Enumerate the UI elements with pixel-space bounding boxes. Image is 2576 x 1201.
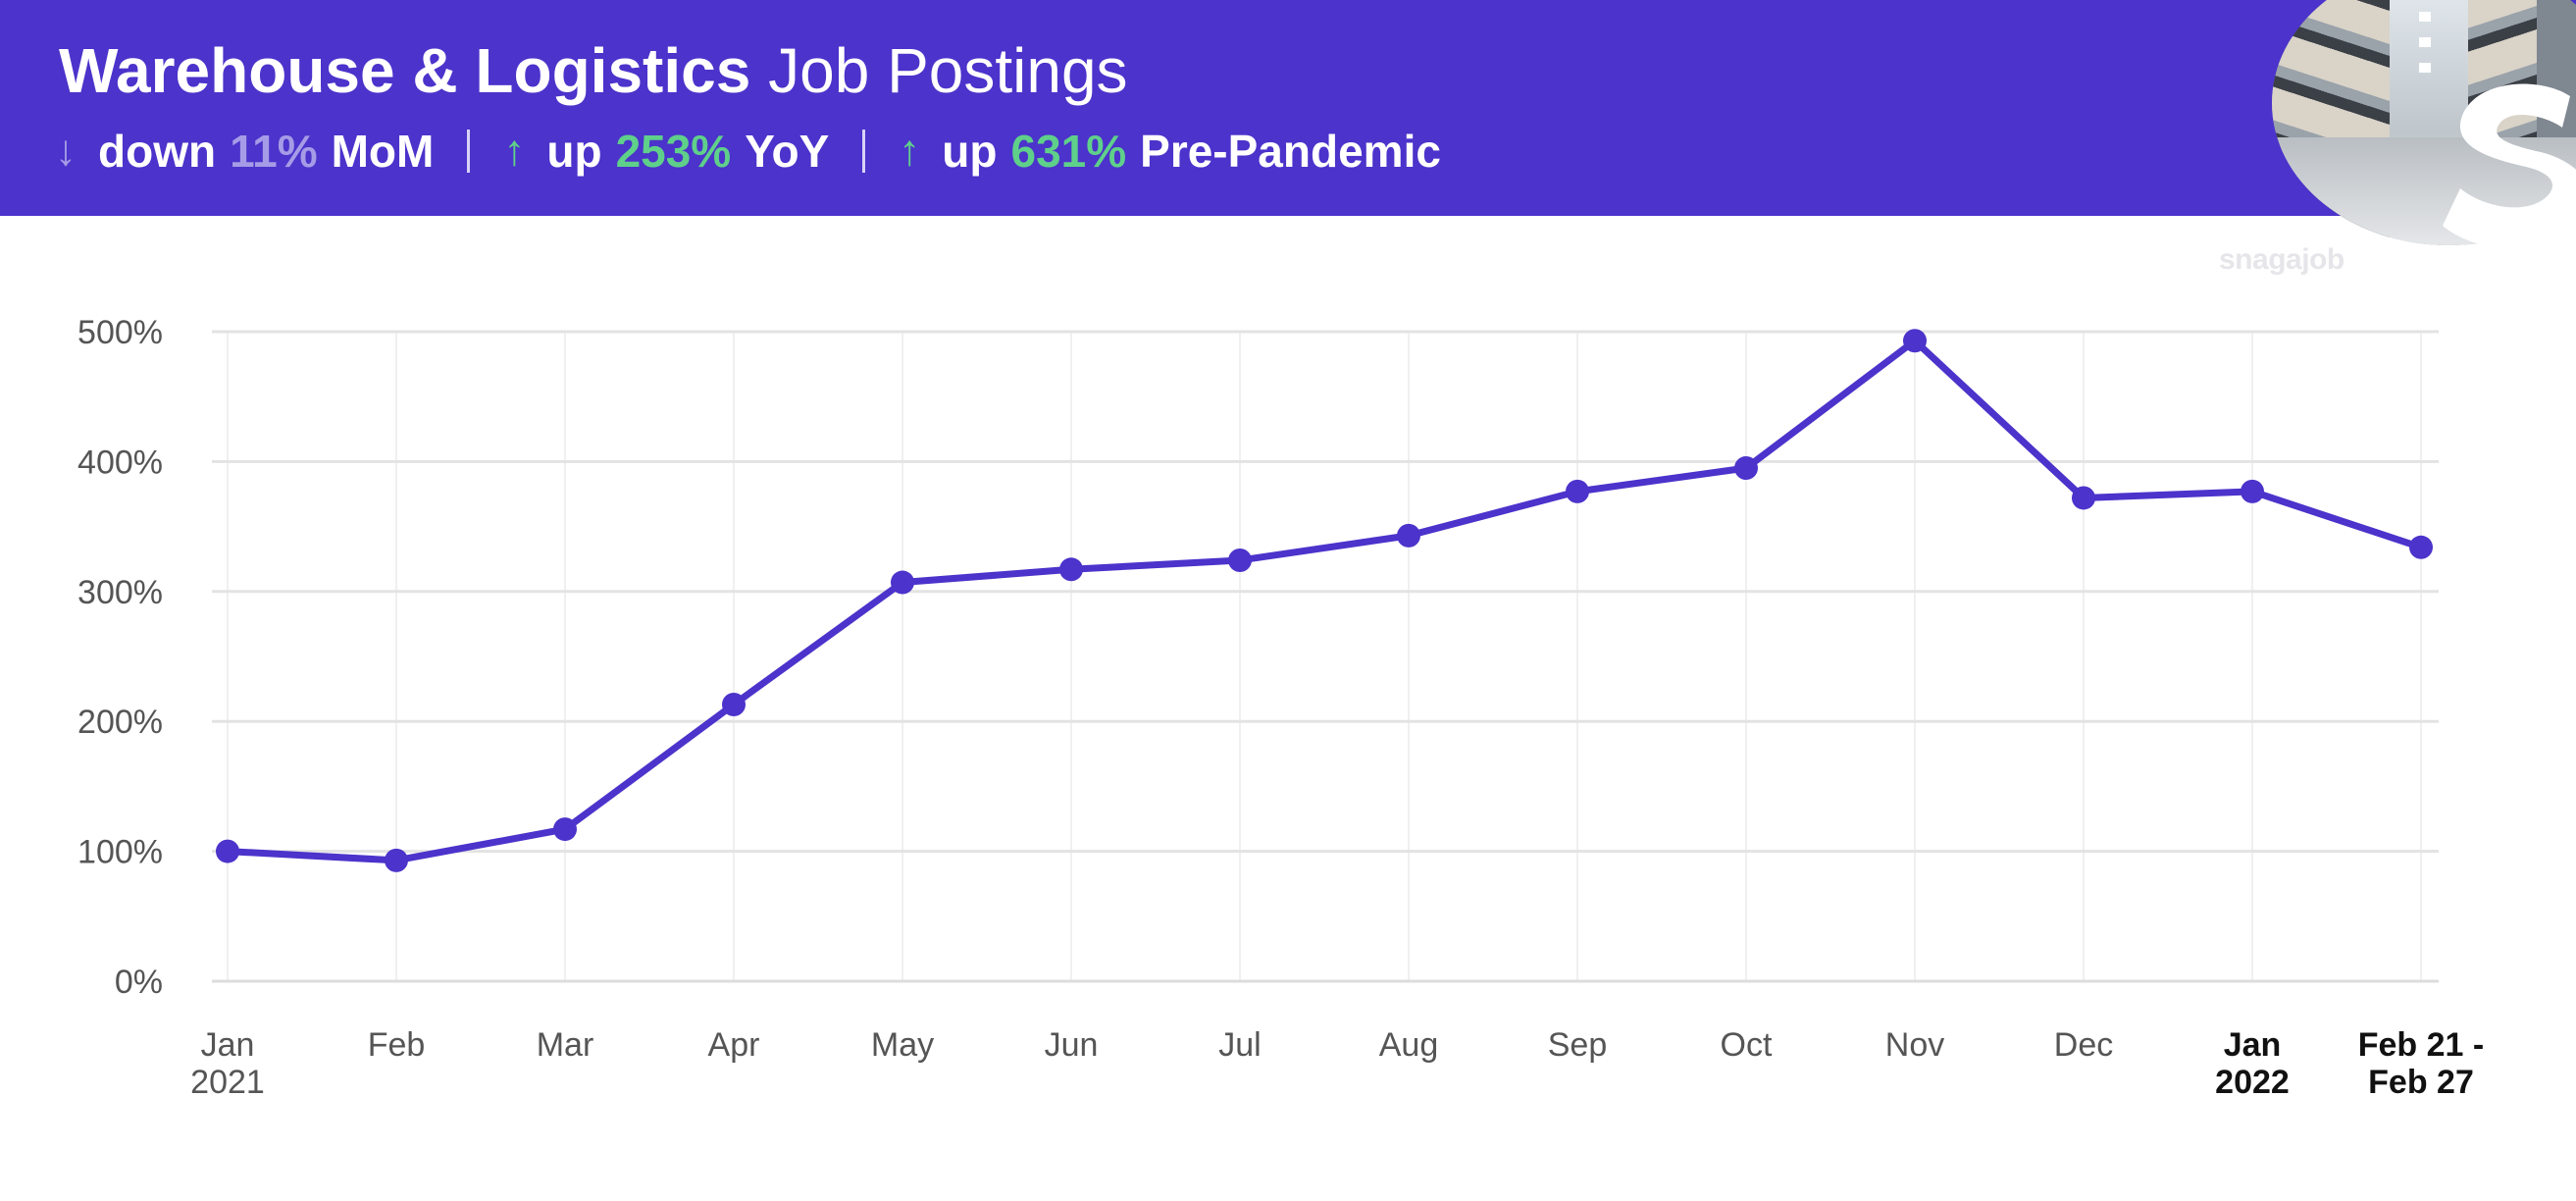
up-arrow-icon: ↑ xyxy=(503,127,526,175)
x-tick-label: Mar xyxy=(537,1026,594,1064)
stat-period: Pre-Pandemic xyxy=(1140,126,1441,177)
data-point xyxy=(1734,456,1758,481)
x-tick-label: Apr xyxy=(708,1026,760,1064)
data-point xyxy=(1903,329,1927,353)
x-tick-label: Nov xyxy=(1885,1026,1944,1064)
data-point xyxy=(1566,479,1589,503)
x-tick-label: Jul xyxy=(1218,1026,1261,1064)
brand-watermark: snagajob xyxy=(2219,243,2344,276)
data-point xyxy=(553,817,577,842)
title-light: Job Postings xyxy=(768,35,1128,106)
data-point xyxy=(1228,548,1252,573)
stat-value: 11% xyxy=(230,126,318,177)
y-tick-label: 500% xyxy=(77,314,163,351)
page-title: Warehouse & Logistics Job Postings xyxy=(59,31,1128,110)
x-tick-label: Jan 2021 xyxy=(190,1026,265,1101)
y-tick-label: 200% xyxy=(77,704,163,741)
data-point xyxy=(722,692,746,716)
stat-value: 631% xyxy=(1010,126,1127,177)
stat-mom: ↓ down 11% MoM xyxy=(55,125,434,178)
x-tick-label: Aug xyxy=(1379,1026,1439,1064)
stat-word: down xyxy=(98,126,217,177)
y-tick-label: 400% xyxy=(77,444,163,481)
stat-divider xyxy=(467,130,471,173)
data-point xyxy=(1397,523,1420,548)
stat-word: up xyxy=(546,126,602,177)
stat-word: up xyxy=(942,126,998,177)
up-arrow-icon: ↑ xyxy=(899,127,921,175)
x-tick-label: Feb 21 -Feb 27 xyxy=(2358,1026,2484,1101)
stat-period: YoY xyxy=(745,126,830,177)
data-point xyxy=(2241,479,2264,503)
x-tick-label: Sep xyxy=(1548,1026,1608,1064)
data-point xyxy=(1059,557,1083,582)
data-point xyxy=(216,839,239,863)
down-arrow-icon: ↓ xyxy=(55,127,77,175)
x-tick-label: Feb xyxy=(368,1026,426,1064)
data-point xyxy=(2072,486,2095,510)
y-tick-label: 300% xyxy=(77,574,163,611)
stat-divider xyxy=(862,130,866,173)
stat-yoy: ↑ up 253% YoY xyxy=(503,125,829,178)
stats-row: ↓ down 11% MoM ↑ up 253% YoY ↑ up 631% P… xyxy=(55,116,1441,186)
snagajob-logo-icon xyxy=(2443,83,2576,249)
y-tick-label: 100% xyxy=(77,834,163,871)
data-point xyxy=(385,848,408,872)
x-tick-label: Jun xyxy=(1045,1026,1099,1064)
x-tick-label: Jan 2022 xyxy=(2215,1026,2290,1101)
data-point xyxy=(2409,535,2433,559)
x-tick-label: Oct xyxy=(1721,1026,1773,1064)
x-tick-label: Dec xyxy=(2054,1026,2113,1064)
y-tick-label: 0% xyxy=(115,964,163,1001)
data-point xyxy=(891,570,914,595)
title-bold: Warehouse & Logistics xyxy=(59,35,751,106)
header-banner: Warehouse & Logistics Job Postings ↓ dow… xyxy=(0,0,2576,216)
stat-value: 253% xyxy=(615,126,732,177)
stat-period: MoM xyxy=(331,126,435,177)
x-tick-label: May xyxy=(871,1026,934,1064)
stat-pre-pandemic: ↑ up 631% Pre-Pandemic xyxy=(899,125,1441,178)
series-line xyxy=(224,337,2425,864)
